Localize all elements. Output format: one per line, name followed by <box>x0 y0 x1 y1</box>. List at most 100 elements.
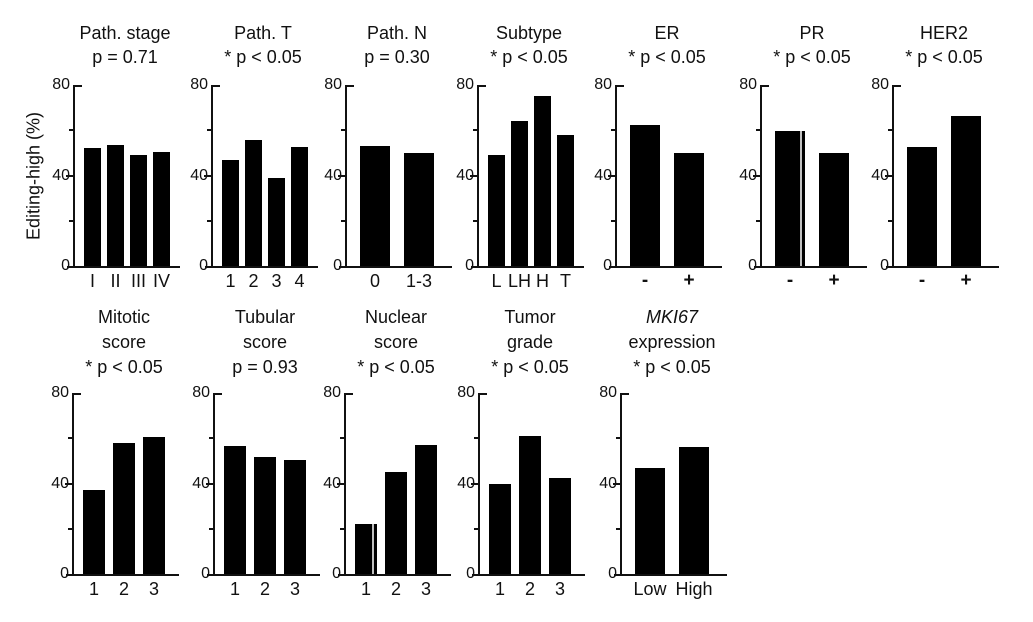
p-value-label: p = 0.30 <box>364 47 430 67</box>
y-major-tick <box>471 482 478 485</box>
bar-nuclear-score-3 <box>415 445 437 574</box>
bar-seam-artifact <box>800 131 802 266</box>
y-major-tick <box>753 174 760 177</box>
y-tick-label: 40 <box>594 166 612 184</box>
bar-mitotic-score-2 <box>113 442 135 574</box>
bar-mitotic-score-1 <box>83 490 105 574</box>
x-tick-label: H <box>536 271 549 291</box>
y-tick-label: 80 <box>871 76 889 93</box>
panel-title: Nuclear score * p < 0.05 <box>322 305 470 380</box>
panel-title: Path. stage p = 0.71 <box>51 21 199 69</box>
panel-title-line: HER2 <box>919 23 968 43</box>
p-value-label: p = 0.93 <box>232 357 298 377</box>
y-minor-tick <box>474 527 478 530</box>
panel-title: HER2 * p < 0.05 <box>870 21 1018 69</box>
y-tick-label: 80 <box>457 384 475 401</box>
y-minor-tick <box>473 219 477 222</box>
x-tick-label: 1-3 <box>405 271 432 291</box>
y-axis-top-tick <box>622 393 629 395</box>
y-major-tick <box>66 174 73 177</box>
panel-title: Tumor grade * p < 0.05 <box>456 305 604 380</box>
y-axis-top-tick <box>215 393 222 395</box>
x-axis <box>339 266 452 268</box>
y-minor-tick <box>888 219 892 222</box>
x-tick-label: - <box>786 270 794 291</box>
bar-mki67-expression-low <box>635 467 665 574</box>
x-axis <box>472 574 585 576</box>
bar-her2-pos <box>951 115 981 266</box>
p-value-label: * p < 0.05 <box>491 357 569 377</box>
y-axis <box>344 393 346 576</box>
y-minor-tick <box>69 129 73 132</box>
y-axis <box>211 85 213 268</box>
panel-title-line: score <box>242 332 287 352</box>
bar-path-t-4 <box>291 147 308 266</box>
y-axis <box>73 85 75 268</box>
bar-path-t-2 <box>245 140 262 266</box>
y-minor-tick <box>69 219 73 222</box>
panel-title-line: Nuclear <box>364 307 428 327</box>
x-tick-label: I <box>89 271 95 291</box>
x-axis <box>609 266 722 268</box>
y-tick-label: 0 <box>748 257 757 274</box>
x-tick-label: T <box>560 271 571 291</box>
panel-title-line: score <box>101 332 146 352</box>
y-tick-label: 40 <box>739 166 757 184</box>
x-tick-label: 3 <box>554 579 565 599</box>
x-tick-label: - <box>918 270 926 291</box>
y-minor-tick <box>68 437 72 440</box>
y-axis <box>478 393 480 576</box>
bar-path-t-3 <box>268 177 285 266</box>
y-tick-label: 80 <box>594 76 612 93</box>
p-value-label: * p < 0.05 <box>628 47 706 67</box>
panel-title: MKI67 expression * p < 0.05 <box>598 305 746 380</box>
y-axis <box>760 85 762 268</box>
y-major-tick <box>65 482 72 485</box>
panel-title-line: Path. N <box>366 23 428 43</box>
bar-her2-neg <box>907 147 937 266</box>
y-axis-top-tick <box>347 85 354 87</box>
y-tick-label: 80 <box>192 384 210 401</box>
x-tick-label: 0 <box>369 271 380 291</box>
y-tick-label: 40 <box>599 474 617 492</box>
bar-seam-artifact <box>372 524 374 574</box>
x-tick-label: II <box>110 271 121 291</box>
bar-nuclear-score-2 <box>385 472 407 574</box>
y-tick-label: 80 <box>52 76 70 93</box>
y-axis-top-tick <box>75 85 82 87</box>
x-axis <box>205 266 318 268</box>
panel-title: Path. N p = 0.30 <box>323 21 471 69</box>
y-major-tick <box>470 174 477 177</box>
y-minor-tick <box>474 437 478 440</box>
bar-tubular-score-1 <box>224 446 246 574</box>
y-tick-label: 0 <box>60 565 69 582</box>
x-tick-label: L <box>491 271 502 291</box>
y-tick-label: 40 <box>190 166 208 184</box>
p-value-label: * p < 0.05 <box>905 47 983 67</box>
x-tick-label: 3 <box>420 579 431 599</box>
y-axis-top-tick <box>480 393 487 395</box>
y-minor-tick <box>209 527 213 530</box>
bar-subtype-h <box>534 96 551 266</box>
bar-subtype-l <box>488 155 505 266</box>
panel-title-line: score <box>373 332 418 352</box>
bar-path-t-1 <box>222 159 239 266</box>
y-axis-top-tick <box>762 85 769 87</box>
p-value-label: * p < 0.05 <box>773 47 851 67</box>
y-minor-tick <box>207 219 211 222</box>
bar-tubular-score-3 <box>284 459 306 574</box>
x-axis <box>67 266 180 268</box>
x-tick-label: IV <box>152 271 170 291</box>
y-major-tick <box>338 174 345 177</box>
panel-title-line: PR <box>799 23 825 43</box>
y-minor-tick <box>207 129 211 132</box>
p-value-label: * p < 0.05 <box>357 357 435 377</box>
x-tick-label: - <box>641 270 649 291</box>
x-axis <box>754 266 867 268</box>
x-tick-label: LH <box>507 271 531 291</box>
y-tick-label: 0 <box>608 565 617 582</box>
y-major-tick <box>608 174 615 177</box>
y-tick-label: 40 <box>457 474 475 492</box>
y-minor-tick <box>756 129 760 132</box>
y-axis-top-tick <box>74 393 81 395</box>
